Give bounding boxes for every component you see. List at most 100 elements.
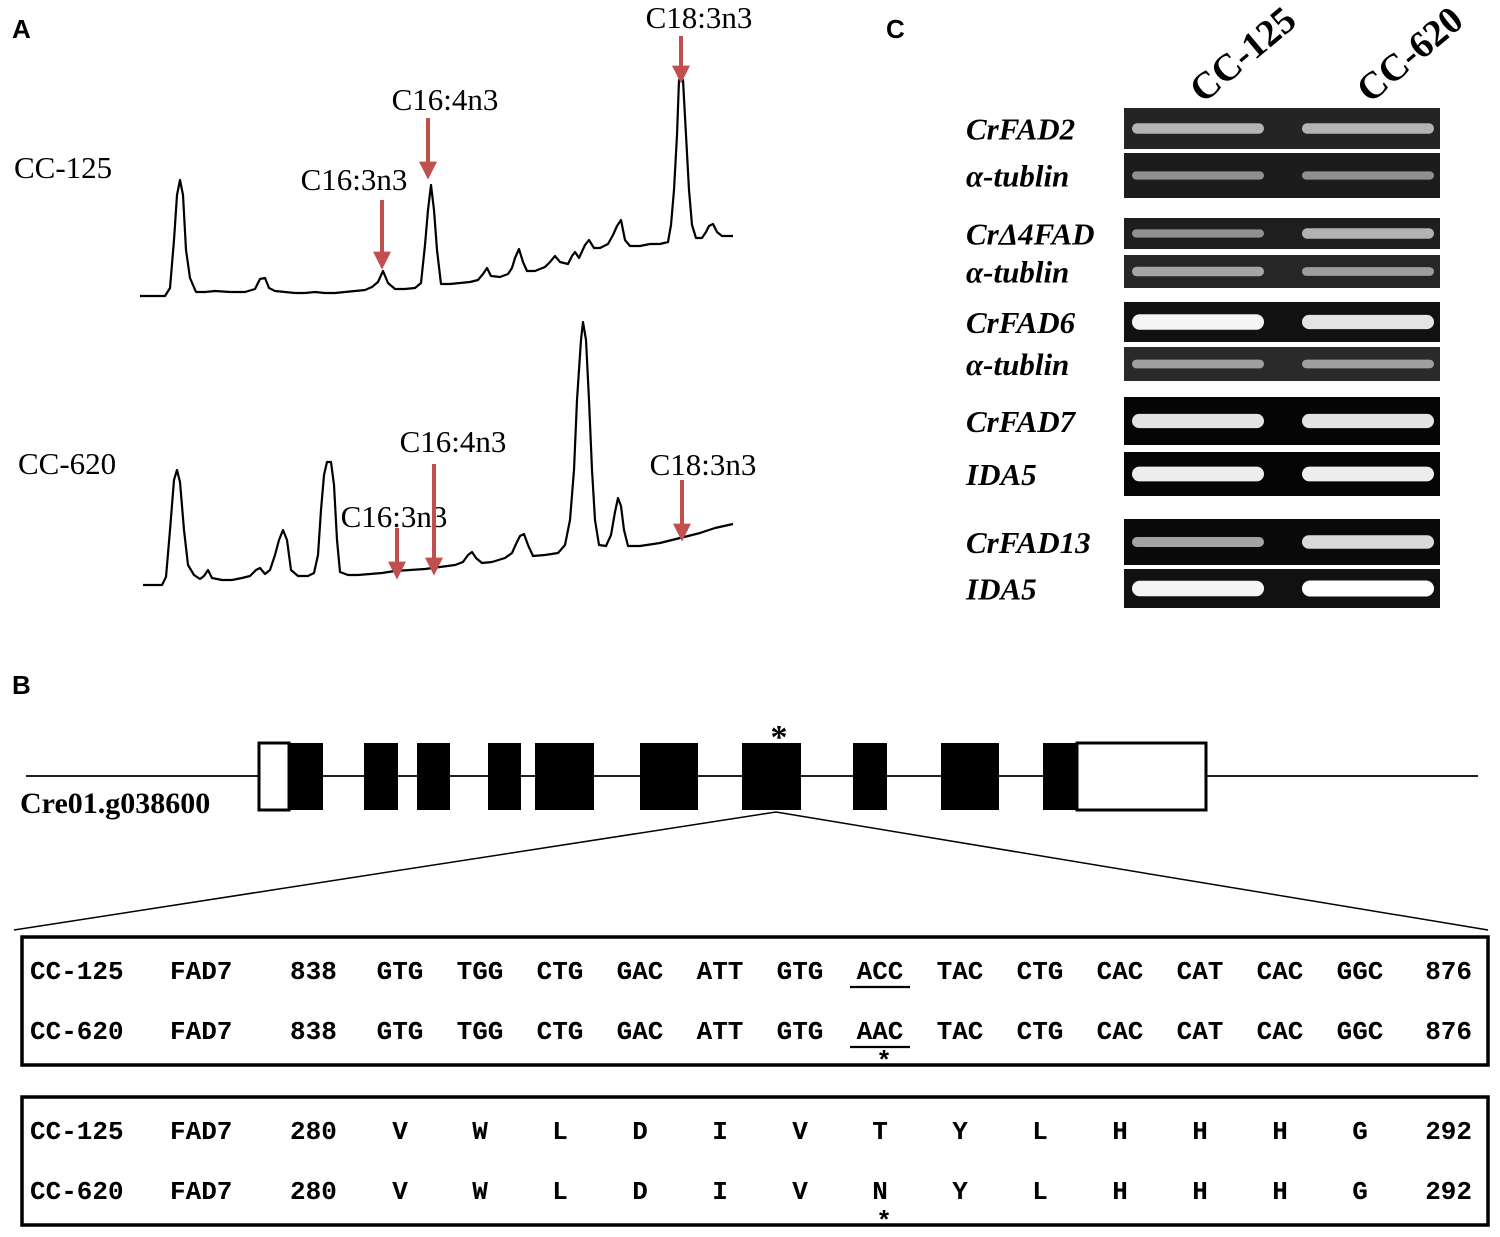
gel-gene-label: CrFAD13 (966, 525, 1091, 560)
gel-gene-label: IDA5 (965, 457, 1037, 492)
gel-band (1132, 359, 1264, 369)
mutation-marker: * (876, 1207, 892, 1237)
gel-gene-label: IDA5 (965, 572, 1037, 607)
residue: G (1352, 1117, 1368, 1147)
codon: AAC (857, 1017, 904, 1047)
peak-label: C18:3n3 (650, 447, 757, 482)
residue: V (792, 1117, 808, 1147)
codon: GAC (617, 957, 664, 987)
panel-c: C CC-125 CC-620 CrFAD2α-tublinCrΔ4FADα-t… (886, 0, 1471, 608)
gene-label-bg (18, 784, 250, 820)
sample-label-cc125: CC-125 (14, 150, 112, 185)
gel-band (1302, 314, 1434, 330)
residue: D (632, 1117, 648, 1147)
dna-alignment-box (20, 935, 1490, 1067)
exon-1 (289, 743, 323, 810)
codon: CTG (1017, 957, 1064, 987)
codon: GAC (617, 1017, 664, 1047)
gel-band (1132, 314, 1264, 330)
exon-8 (853, 743, 887, 810)
seq-start-position: 280 (290, 1177, 337, 1207)
gel-band (1302, 466, 1434, 482)
residue: V (392, 1177, 408, 1207)
seq-start-position: 280 (290, 1117, 337, 1147)
seq-gene-label: FAD7 (170, 1117, 232, 1147)
peak-label: C18:3n3 (646, 0, 753, 35)
codon: CTG (537, 957, 584, 987)
gel-band (1302, 413, 1434, 429)
lane-label-cc620: CC-620 (1349, 0, 1471, 111)
residue: Y (952, 1117, 968, 1147)
zoom-line-left (13, 811, 777, 931)
residue: V (392, 1117, 408, 1147)
residue: I (712, 1117, 728, 1147)
gel-band (1302, 535, 1434, 549)
gel-band (1132, 580, 1264, 597)
gel-band (1302, 228, 1434, 239)
exon-10 (1043, 743, 1077, 810)
gel-band (1132, 123, 1264, 134)
mutation-site-marker: * (771, 719, 788, 756)
residue: L (1032, 1177, 1048, 1207)
gel-gene-label: CrΔ4FAD (966, 217, 1095, 252)
codon: CAC (1257, 957, 1304, 987)
peak-label: C16:3n3 (341, 499, 448, 534)
residue: L (552, 1117, 568, 1147)
residue: G (1352, 1177, 1368, 1207)
residue: H (1112, 1177, 1128, 1207)
exon-3 (417, 743, 450, 810)
codon: GTG (777, 957, 824, 987)
chromatogram-trace-cc125 (140, 78, 733, 298)
codon: GTG (377, 957, 424, 987)
gel-band (1132, 229, 1264, 238)
codon: TAC (937, 957, 984, 987)
seq-start-position: 838 (290, 957, 337, 987)
codon: ATT (697, 1017, 744, 1047)
codon: CAT (1177, 957, 1224, 987)
panel-b: B * Cre01.g038600 CC-125 FAD7 838 GTG TGG CTG… (12, 670, 1490, 1237)
gel-band (1302, 267, 1434, 276)
codon: CTG (1017, 1017, 1064, 1047)
codon: TGG (457, 957, 504, 987)
residue: H (1112, 1117, 1128, 1147)
gel-band (1132, 266, 1264, 277)
gene-id-label: Cre01.g038600 (20, 787, 210, 820)
residue: Y (952, 1177, 968, 1207)
protein-alignment-box (20, 1095, 1490, 1227)
peak-label: C16:4n3 (392, 82, 499, 117)
panel-b-letter: B (12, 670, 31, 700)
panel-a-letter: A (12, 14, 31, 44)
seq-end-position: 292 (1425, 1117, 1472, 1147)
seq-gene-label: FAD7 (170, 957, 232, 987)
peak-label: C16:3n3 (301, 162, 408, 197)
gel-band (1302, 123, 1434, 134)
codon: TAC (937, 1017, 984, 1047)
dna-alignment: CC-125 FAD7 838 GTG TGG CTG GAC ATT GTG ACC TAC CTG… (30, 957, 1472, 1077)
seq-start-position: 838 (290, 1017, 337, 1047)
seq-end-position: 876 (1425, 957, 1472, 987)
exon-7 (742, 743, 801, 810)
codon: ATT (697, 957, 744, 987)
residue: T (872, 1117, 888, 1147)
seq-sample-label: CC-620 (30, 1177, 124, 1207)
residue: L (552, 1177, 568, 1207)
utr-3prime (1075, 741, 1208, 812)
gel-band (1302, 171, 1434, 180)
residue: H (1192, 1177, 1208, 1207)
gel-band (1302, 580, 1434, 597)
seq-sample-label: CC-125 (30, 1117, 124, 1147)
peak-label: C16:4n3 (400, 424, 507, 459)
residue: H (1272, 1177, 1288, 1207)
utr-5prime (257, 741, 291, 812)
codon: CAC (1257, 1017, 1304, 1047)
codon: GGC (1337, 1017, 1384, 1047)
seq-sample-label: CC-125 (30, 957, 124, 987)
mutation-marker: * (876, 1047, 892, 1077)
seq-end-position: 292 (1425, 1177, 1472, 1207)
gel-gene-label: α-tublin (966, 347, 1069, 382)
zoom-line-right (775, 811, 1489, 931)
gel-gene-label: CrFAD6 (966, 305, 1076, 340)
residue: L (1032, 1117, 1048, 1147)
